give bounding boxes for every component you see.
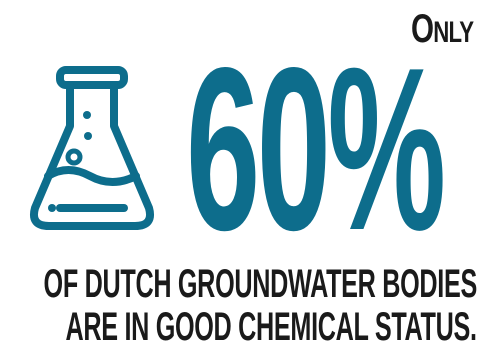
only-label: ONLY (410, 7, 474, 53)
only-label-initial: O (410, 7, 434, 51)
flask-icon (30, 66, 154, 230)
caption-line-2: ARE IN GOOD CHEMICAL STATUS. (65, 305, 478, 349)
percentage-value: 60% (186, 20, 446, 279)
only-label-rest: NLY (432, 16, 474, 49)
caption-line-1: OF DUTCH GROUNDWATER BODIES (43, 262, 478, 306)
